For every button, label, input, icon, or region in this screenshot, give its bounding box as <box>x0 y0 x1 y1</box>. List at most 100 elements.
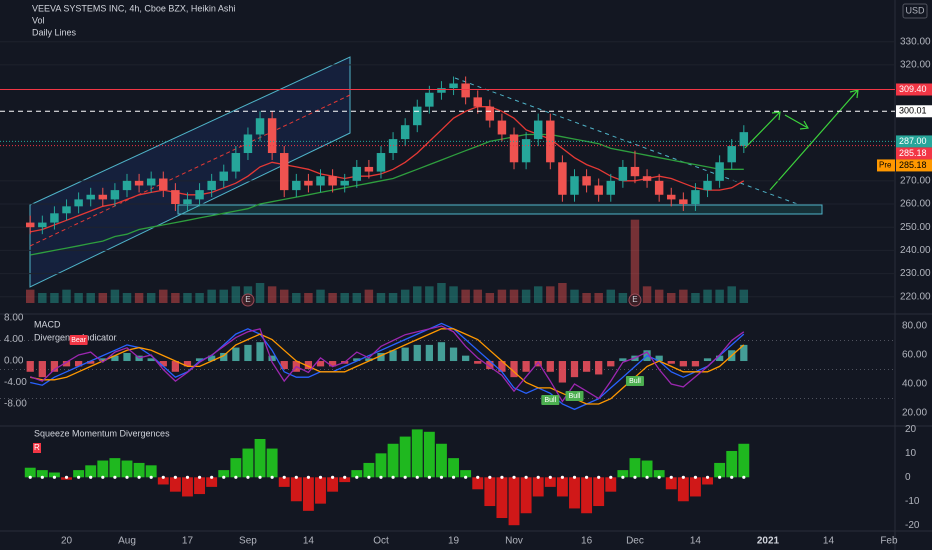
x-tick-label: Aug <box>118 536 136 547</box>
candle-body <box>183 199 192 205</box>
squeeze-dot <box>222 475 226 479</box>
volume-bar <box>413 286 422 303</box>
squeeze-dot <box>609 475 613 479</box>
macd-histogram-bar <box>522 361 530 372</box>
earnings-label: E <box>245 295 250 304</box>
volume-bar <box>606 289 616 303</box>
currency-box[interactable] <box>902 3 928 19</box>
macd-histogram-bar <box>220 352 228 362</box>
y-tick-label: -20 <box>905 520 920 531</box>
candle-body <box>437 88 446 93</box>
chart-title: VEEVA SYSTEMS INC, 4h, Cboe BZX, Heikin … <box>32 3 235 13</box>
legend-item: Vol <box>32 15 45 25</box>
candle-body <box>558 162 567 195</box>
squeeze-dot <box>560 475 564 479</box>
macd-histogram-bar <box>377 352 385 362</box>
macd-histogram-bar <box>353 358 361 362</box>
badge-box <box>33 443 41 453</box>
squeeze-dot <box>693 475 698 479</box>
candle-body <box>425 92 434 107</box>
volume-bar <box>219 289 228 303</box>
macd-histogram-bar <box>328 361 337 367</box>
momentum-bar <box>689 477 701 497</box>
squeeze-dot <box>681 475 685 479</box>
momentum-bar <box>24 467 36 478</box>
volume-bar <box>255 283 265 303</box>
candle-body <box>74 199 83 207</box>
momentum-bar <box>182 477 193 497</box>
x-tick-label: Feb <box>880 536 898 547</box>
volume-bar <box>715 289 724 303</box>
volume-bar <box>134 293 144 303</box>
volume-bar <box>146 293 156 303</box>
momentum-bar <box>254 438 266 478</box>
macd-histogram-bar <box>26 361 34 372</box>
price-label-box <box>896 135 932 148</box>
momentum-bar <box>508 477 520 526</box>
y2-tick-label: 60.00 <box>902 350 927 361</box>
momentum-bar <box>617 470 629 478</box>
candle-body <box>485 106 495 121</box>
volume-bar <box>195 293 204 303</box>
y-tick-label: 250.00 <box>900 222 931 233</box>
squeeze-dot <box>331 475 335 479</box>
support-zone <box>177 204 823 215</box>
macd-histogram-bar <box>244 344 252 362</box>
squeeze-dot <box>258 475 262 479</box>
squeeze-dot <box>101 475 105 479</box>
indicator-line <box>30 322 745 411</box>
squeeze-dot <box>730 475 734 479</box>
price-label: 287.00 <box>899 136 927 146</box>
squeeze-dot <box>415 475 419 479</box>
macd-histogram-bar <box>232 347 240 362</box>
macd-histogram-bar <box>171 361 179 372</box>
volume-bar <box>292 293 301 303</box>
candle-body <box>255 118 265 135</box>
squeeze-dot <box>633 475 637 479</box>
volume-bar <box>630 219 640 303</box>
momentum-bar <box>605 477 617 492</box>
momentum-bar <box>290 477 302 502</box>
candle-body <box>509 134 519 163</box>
candle-body <box>50 213 59 223</box>
signal-label: Bull <box>569 393 581 400</box>
volume-bar <box>26 289 35 303</box>
earnings-marker <box>628 293 642 307</box>
momentum-bar <box>581 477 593 514</box>
candle-body <box>122 180 132 191</box>
x-tick-label: 14 <box>303 536 315 547</box>
candle-body <box>679 199 688 205</box>
momentum-bar <box>387 443 399 478</box>
y2-tick-label: 80.00 <box>902 321 927 332</box>
candle-body <box>546 120 555 163</box>
moving-average <box>30 133 744 256</box>
volume-bar <box>328 293 337 303</box>
squeeze-dot <box>52 475 57 479</box>
y-tick-label: -4.00 <box>4 377 27 388</box>
trend-line <box>454 77 801 206</box>
candle-body <box>727 146 736 163</box>
volume-bar <box>497 289 507 303</box>
volume-bar <box>679 289 688 303</box>
macd-histogram-bar <box>691 361 700 367</box>
momentum-bar <box>145 465 157 478</box>
candle-body <box>292 180 301 191</box>
panel-title: Squeeze Momentum Divergences <box>34 428 170 438</box>
momentum-bar <box>593 477 605 507</box>
volume-bar <box>618 293 628 303</box>
volume-bar <box>667 293 676 303</box>
y-tick-label: 230.00 <box>900 268 931 279</box>
macd-histogram-bar <box>607 361 615 367</box>
squeeze-dot <box>512 475 516 479</box>
candle-body <box>461 83 470 98</box>
x-tick-label: 14 <box>823 536 835 547</box>
badge: R <box>34 443 40 452</box>
momentum-bar <box>339 477 351 483</box>
candle-body <box>642 176 652 181</box>
x-tick-label: 17 <box>182 536 194 547</box>
momentum-bar <box>496 477 508 519</box>
momentum-bar <box>363 462 375 478</box>
macd-histogram-bar <box>123 352 131 362</box>
currency[interactable]: USD <box>905 5 925 15</box>
